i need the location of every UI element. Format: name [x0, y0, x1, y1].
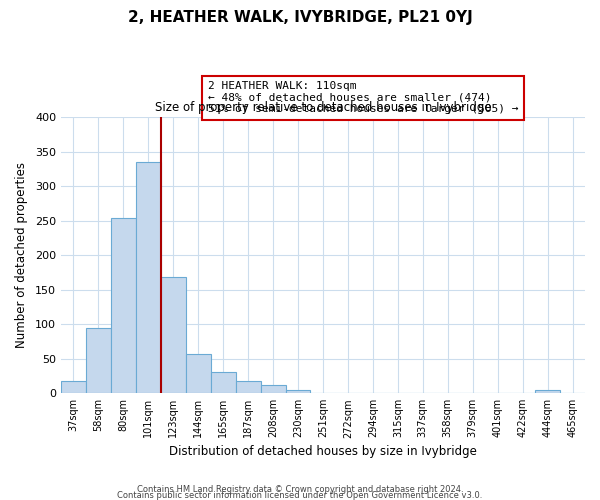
Bar — [86, 328, 111, 393]
Y-axis label: Number of detached properties: Number of detached properties — [15, 162, 28, 348]
Text: 2 HEATHER WALK: 110sqm
← 48% of detached houses are smaller (474)
51% of semi-de: 2 HEATHER WALK: 110sqm ← 48% of detached… — [208, 81, 518, 114]
Bar — [335, 392, 361, 393]
Bar — [260, 385, 286, 393]
Bar — [236, 381, 260, 393]
Bar — [186, 354, 211, 393]
Bar — [61, 382, 86, 393]
Text: Contains public sector information licensed under the Open Government Licence v3: Contains public sector information licen… — [118, 490, 482, 500]
Bar — [286, 390, 310, 393]
Title: Size of property relative to detached houses in Ivybridge: Size of property relative to detached ho… — [155, 102, 491, 114]
Bar — [136, 162, 161, 393]
Bar — [211, 372, 236, 393]
Text: 2, HEATHER WALK, IVYBRIDGE, PL21 0YJ: 2, HEATHER WALK, IVYBRIDGE, PL21 0YJ — [128, 10, 472, 25]
Bar — [161, 277, 186, 393]
Text: Contains HM Land Registry data © Crown copyright and database right 2024.: Contains HM Land Registry data © Crown c… — [137, 484, 463, 494]
Bar — [111, 218, 136, 393]
X-axis label: Distribution of detached houses by size in Ivybridge: Distribution of detached houses by size … — [169, 444, 477, 458]
Bar — [535, 390, 560, 393]
Bar — [310, 392, 335, 393]
Bar — [435, 392, 460, 393]
